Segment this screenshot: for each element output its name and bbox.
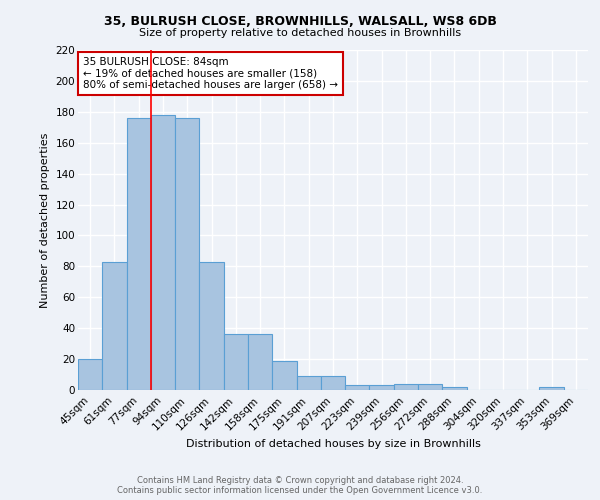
Bar [78,359,102,390]
Text: Contains HM Land Registry data © Crown copyright and database right 2024.
Contai: Contains HM Land Registry data © Crown c… [118,476,482,495]
Text: 35, BULRUSH CLOSE, BROWNHILLS, WALSALL, WS8 6DB: 35, BULRUSH CLOSE, BROWNHILLS, WALSALL, … [104,15,496,28]
Bar [370,386,394,390]
X-axis label: Distribution of detached houses by size in Brownhills: Distribution of detached houses by size … [185,438,481,448]
Bar [151,115,175,390]
Bar [224,334,248,390]
Text: Size of property relative to detached houses in Brownhills: Size of property relative to detached ho… [139,28,461,38]
Bar [442,387,467,390]
Bar [418,384,442,390]
Bar [102,262,127,390]
Bar [321,376,345,390]
Bar [345,386,370,390]
Bar [539,387,564,390]
Bar [394,384,418,390]
Bar [296,376,321,390]
Bar [248,334,272,390]
Bar [272,360,296,390]
Bar [175,118,199,390]
Text: 35 BULRUSH CLOSE: 84sqm
← 19% of detached houses are smaller (158)
80% of semi-d: 35 BULRUSH CLOSE: 84sqm ← 19% of detache… [83,57,338,90]
Bar [199,262,224,390]
Y-axis label: Number of detached properties: Number of detached properties [40,132,50,308]
Bar [127,118,151,390]
